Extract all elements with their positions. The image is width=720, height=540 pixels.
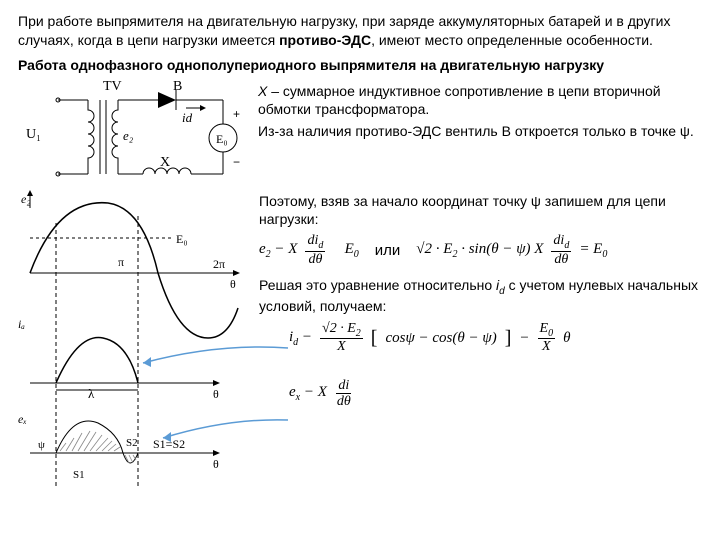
section-heading: Работа однофазного однополупериодного вы… — [18, 56, 702, 74]
label-e2: e₂ — [123, 128, 134, 143]
x-definition: X – суммарное индуктивное сопротивление … — [258, 82, 702, 118]
wave-theta-3: θ — [213, 457, 219, 471]
intro-paragraph: При работе выпрямителя на двигательную н… — [18, 12, 702, 50]
therefore-text: Поэтому, взяв за начало координат точку … — [259, 192, 702, 228]
label-e0: E₀ — [216, 132, 228, 146]
wave-s2: S2 — [126, 437, 138, 449]
x-def-text: – суммарное индуктивное сопротивление в … — [258, 83, 661, 117]
wave-theta-1: θ — [230, 277, 236, 291]
label-b: B — [173, 79, 182, 94]
solving-text: Решая это уравнение относительно id с уч… — [259, 276, 702, 316]
emf-statement: Из-за наличия противо-ЭДС вентиль B откр… — [258, 122, 702, 140]
x-symbol: X — [258, 83, 267, 99]
wave-id-label: iₐ — [18, 317, 25, 331]
label-u1: U₁ — [26, 127, 41, 142]
equation-3: ex − X didθ — [289, 379, 702, 409]
circuit-diagram: TV B U₁ e₂ id — [18, 78, 243, 188]
wave-e0-label: E₀ — [176, 232, 188, 246]
wave-lambda: λ — [88, 386, 95, 401]
label-tv: TV — [103, 79, 122, 94]
wave-s1s2: S1=S2 — [153, 437, 185, 451]
wave-theta-2: θ — [213, 387, 219, 401]
label-id: id — [182, 110, 193, 125]
wave-pi: π — [118, 255, 124, 269]
wave-2pi: 2π — [213, 257, 225, 271]
intro-em: противо-ЭДС — [279, 32, 371, 48]
wave-ex-label: eₓ — [18, 412, 27, 426]
wave-s1: S1 — [73, 469, 85, 481]
or-word: или — [375, 242, 401, 259]
waveform-diagram: e₂ θ E₀ π 2π iₐ θ λ — [18, 188, 243, 498]
wave-psi: ψ — [38, 439, 45, 451]
equation-1: e2 − X diddθ E0 или √2 · E2 · sin(θ − ψ)… — [259, 234, 702, 267]
label-minus: − — [233, 155, 240, 169]
label-x: X — [160, 155, 170, 170]
label-plus: + — [233, 107, 240, 121]
equation-2: id − √2 · E2X [ cosψ − cos(θ − ψ) ] − E0… — [289, 322, 702, 355]
intro-text-2: , имеют место определенные особенности. — [371, 32, 653, 48]
